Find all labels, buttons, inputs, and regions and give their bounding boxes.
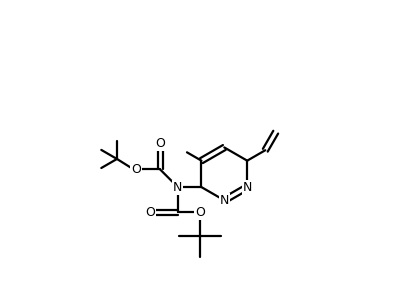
Text: O: O	[155, 137, 165, 150]
Text: O: O	[195, 206, 205, 219]
Text: N: N	[220, 194, 229, 207]
Text: N: N	[242, 181, 252, 194]
Text: O: O	[145, 206, 156, 219]
Text: O: O	[132, 163, 141, 176]
Text: N: N	[173, 181, 182, 194]
